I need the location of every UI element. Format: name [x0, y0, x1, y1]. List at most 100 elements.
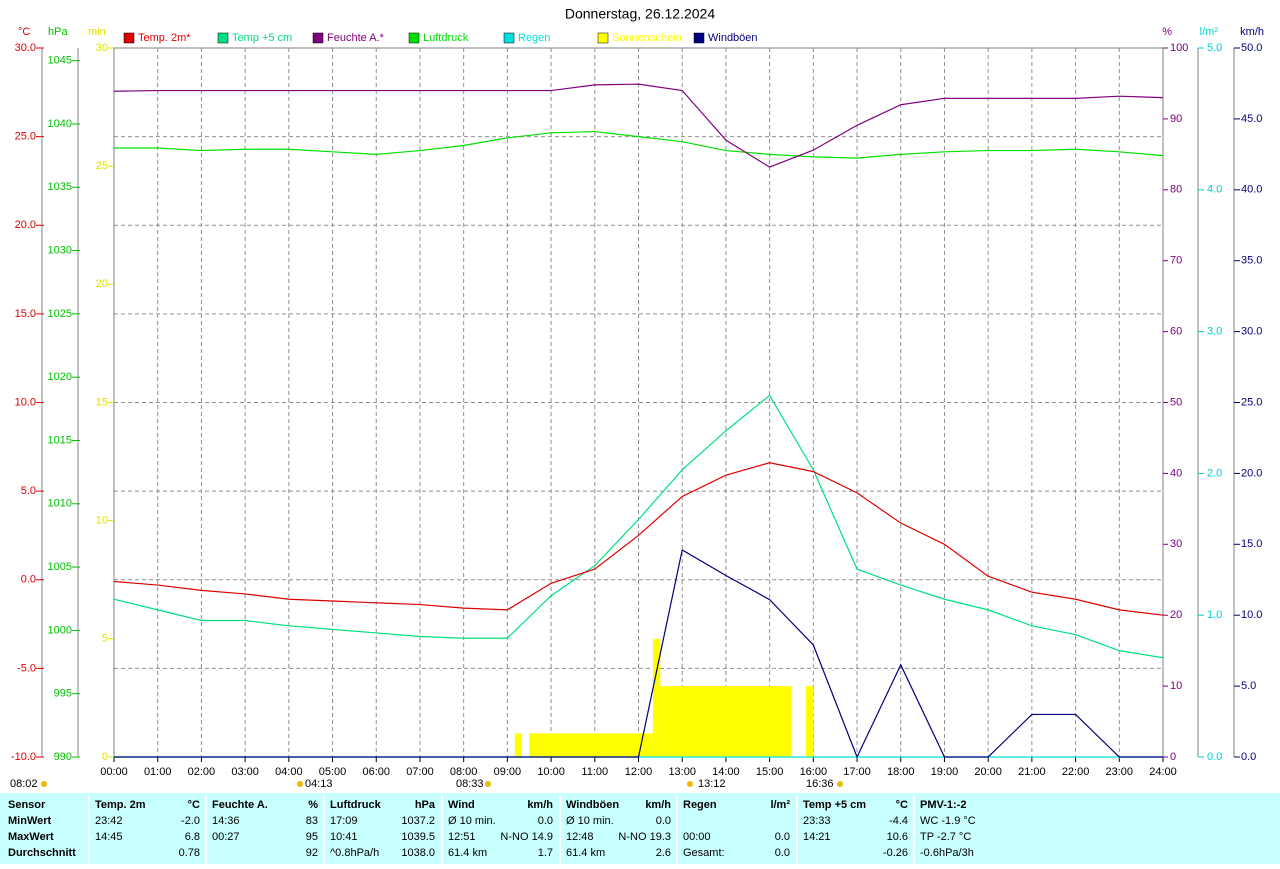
y-tick-label: 1.0: [1207, 609, 1222, 621]
event-label: 08:02: [10, 778, 38, 790]
x-tick-label: 12:00: [625, 766, 653, 778]
cell: 1038.0: [401, 847, 435, 859]
y-tick-label: 35.0: [1241, 255, 1262, 267]
y-tick-label: 15.0: [1241, 538, 1262, 550]
row-label: MinWert: [8, 815, 52, 827]
row-label: Sensor: [8, 799, 46, 811]
row-label: Durchschnitt: [8, 847, 76, 859]
y-tick-label: 40.0: [1241, 184, 1262, 196]
event-icon: [297, 781, 303, 787]
y-tick-label: 1015: [48, 434, 72, 446]
y-tick-label: 25: [96, 160, 108, 172]
cell: Gesamt:: [683, 847, 725, 859]
y-tick-label: 50: [1170, 396, 1182, 408]
cell: ^0.8hPa/h: [330, 847, 379, 859]
y-tick-label: 0: [102, 751, 108, 763]
legend-label: Regen: [518, 32, 550, 44]
chart-title: Donnerstag, 26.12.2024: [565, 6, 715, 22]
cell: 17:09: [330, 815, 358, 827]
y-tick-label: 25.0: [15, 131, 36, 143]
event-icon: [485, 781, 491, 787]
x-tick-label: 00:00: [100, 766, 128, 778]
legend-swatch: [693, 32, 705, 44]
axis-unit: l/m²: [1200, 26, 1219, 38]
y-tick-label: 1025: [48, 308, 72, 320]
y-tick-label: 45.0: [1241, 113, 1262, 125]
x-tick-label: 14:00: [712, 766, 740, 778]
y-tick-label: 1010: [48, 498, 72, 510]
y-tick-label: 25.0: [1241, 396, 1262, 408]
cell: 1039.5: [401, 831, 435, 843]
y-tick-label: 20: [96, 278, 108, 290]
x-tick-label: 18:00: [887, 766, 915, 778]
cell: 0.0: [775, 831, 790, 843]
cell: N-NO 14.9: [500, 831, 553, 843]
section-name: Luftdruck: [330, 799, 382, 811]
series-line: [114, 130, 1164, 159]
cell: 95: [306, 831, 318, 843]
x-tick-label: 10:00: [537, 766, 565, 778]
y-tick-label: 990: [54, 751, 72, 763]
cell: 23:42: [95, 815, 123, 827]
x-tick-label: 08:00: [450, 766, 478, 778]
x-tick-label: 24:00: [1149, 766, 1177, 778]
axis-unit: hPa: [48, 26, 68, 38]
legend-label: Luftdruck: [423, 32, 469, 44]
x-tick-label: 07:00: [406, 766, 434, 778]
y-tick-label: 1040: [48, 118, 72, 130]
event-icon: [687, 781, 693, 787]
y-tick-label: 0.0: [21, 574, 36, 586]
y-tick-label: 70: [1170, 255, 1182, 267]
series-line: [114, 549, 1163, 759]
table-background: [0, 793, 1280, 864]
legend-swatch: [597, 32, 609, 44]
x-tick-label: 16:00: [800, 766, 828, 778]
y-tick-label: 1030: [48, 244, 72, 256]
cell: -0.6hPa/3h: [920, 847, 974, 859]
section-name: Regen: [683, 799, 717, 811]
y-tick-label: 1020: [48, 371, 72, 383]
legend-label: Temp +5 cm: [232, 32, 292, 44]
cell: 12:48: [566, 831, 594, 843]
y-tick-label: 1035: [48, 181, 72, 193]
y-tick-label: 1005: [48, 561, 72, 573]
section-unit: km/h: [645, 799, 671, 811]
y-tick-label: 60: [1170, 326, 1182, 338]
event-icon: [41, 781, 47, 787]
section-unit: %: [308, 799, 318, 811]
series-line: [113, 83, 1164, 168]
legend-swatch: [503, 32, 515, 44]
cell: 0.0: [538, 815, 553, 827]
cell: 12:51: [448, 831, 476, 843]
cell: 1.7: [538, 847, 553, 859]
sunshine-bar: [529, 733, 653, 757]
legend-swatch: [217, 32, 229, 44]
y-tick-label: 4.0: [1207, 184, 1222, 196]
legend-label: Temp. 2m*: [138, 32, 191, 44]
axis-unit: °C: [18, 26, 30, 38]
legend-label: Windböen: [708, 32, 758, 44]
cell: 10:41: [330, 831, 358, 843]
legend-label: Sonnenschein: [612, 32, 682, 44]
cell: 0.0: [656, 815, 671, 827]
x-tick-label: 09:00: [494, 766, 522, 778]
section-name: Windböen: [566, 799, 619, 811]
event-icon: [837, 781, 843, 787]
legend-swatch: [312, 32, 324, 44]
y-tick-label: 90: [1170, 113, 1182, 125]
cell: Ø 10 min.: [448, 815, 496, 827]
cell: 23:33: [803, 815, 831, 827]
sunshine-bar: [514, 733, 522, 757]
axis-unit: %: [1162, 26, 1172, 38]
y-tick-label: 10: [1170, 680, 1182, 692]
y-tick-label: 5.0: [1241, 680, 1256, 692]
y-tick-label: 0: [1170, 751, 1176, 763]
cell: -0.26: [883, 847, 908, 859]
y-tick-label: 3.0: [1207, 326, 1222, 338]
axis-unit: km/h: [1240, 26, 1264, 38]
y-tick-label: 1000: [48, 624, 72, 636]
y-tick-label: 5: [102, 633, 108, 645]
y-tick-label: 0.0: [1241, 751, 1256, 763]
y-tick-label: 80: [1170, 184, 1182, 196]
y-tick-label: 20: [1170, 609, 1182, 621]
